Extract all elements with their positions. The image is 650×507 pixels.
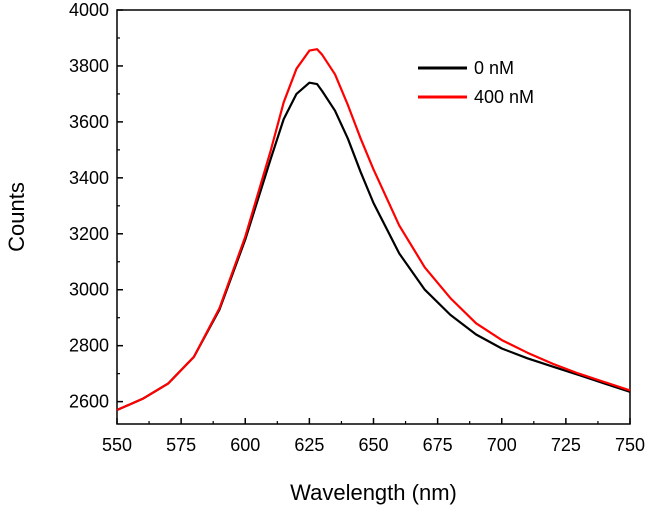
y-tick-label: 2600	[69, 392, 109, 412]
y-tick-label: 2800	[69, 336, 109, 356]
x-axis-title: Wavelength (nm)	[290, 480, 457, 505]
x-tick-label: 575	[166, 435, 196, 455]
legend-label: 400 nM	[474, 87, 534, 107]
y-tick-label: 3200	[69, 224, 109, 244]
plot-frame	[116, 9, 631, 425]
x-tick-label: 750	[615, 435, 645, 455]
series-line-1	[116, 48, 631, 412]
y-tick-label: 3000	[69, 280, 109, 300]
x-tick-label: 600	[230, 435, 260, 455]
x-tick-label: 700	[487, 435, 517, 455]
legend-label: 0 nM	[474, 58, 514, 78]
y-tick-label: 3600	[69, 112, 109, 132]
x-tick-label: 625	[294, 435, 324, 455]
x-tick-label: 650	[358, 435, 388, 455]
legend: 0 nM 400 nM	[418, 58, 534, 107]
y-tick-label: 3800	[69, 56, 109, 76]
series-layer	[116, 48, 631, 412]
x-tick-label: 725	[551, 435, 581, 455]
ticks-layer: 550 575 600 625 650 675 700 725 750 2600 2800 3000 3…	[69, 0, 645, 455]
y-axis-title: Counts	[4, 182, 29, 252]
series-line-0	[116, 81, 631, 412]
y-tick-label: 4000	[69, 0, 109, 20]
x-tick-label: 550	[102, 435, 132, 455]
y-tick-label: 3400	[69, 168, 109, 188]
x-tick-label: 675	[423, 435, 453, 455]
